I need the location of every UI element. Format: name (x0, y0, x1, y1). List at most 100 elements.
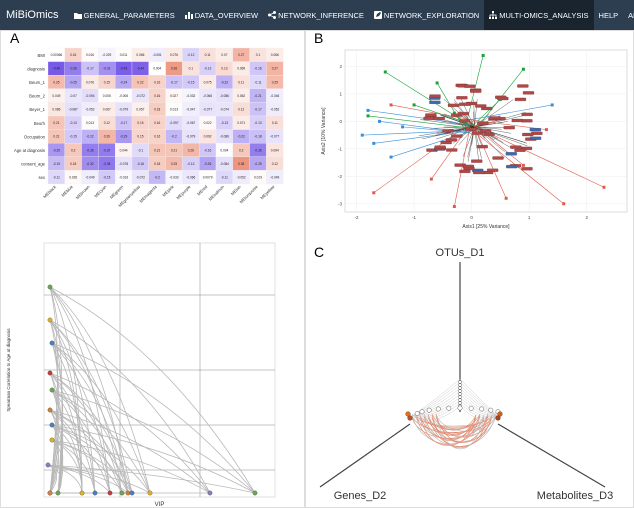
pca-point (602, 185, 606, 189)
vip-edge (47, 464, 256, 494)
heatmap-row-label: BMI (38, 53, 45, 58)
hive-label-metabolites: Metabolites_D3 (537, 490, 613, 502)
pca-x-tick-label: -2 (355, 215, 359, 220)
vip-edge (51, 424, 256, 494)
heatmap-cell-value: 0.16 (154, 80, 160, 84)
hive-edge (427, 413, 493, 448)
vip-node (147, 490, 153, 496)
pca-feature-label-box (423, 116, 435, 120)
heatmap-cell-value: -0.086 (220, 135, 229, 139)
heatmap-cell-value: 0.18 (70, 162, 76, 166)
heatmap-cell-value: -0.16 (204, 148, 211, 152)
hive-node (458, 401, 462, 405)
pca-link (367, 110, 470, 126)
pca-feature-label-box (445, 138, 458, 142)
tab-about[interactable]: ABOUT (623, 0, 634, 30)
pca-feature-label-box (522, 132, 534, 137)
heatmap-column-label: MEtan (230, 184, 243, 197)
pca-feature-label-box (471, 159, 483, 163)
heatmap-cell-value: -0.17 (86, 67, 93, 71)
heatmap-cell-value: 0.019 (254, 176, 262, 180)
tab-multi-omics-analysis[interactable]: MULTI-OMICS_ANALYSIS (484, 0, 594, 30)
tab-label: HELP (598, 10, 619, 20)
pca-point (372, 191, 376, 195)
pca-loading-arrow (430, 126, 475, 129)
heatmap-cell-value: 0.21 (171, 148, 177, 152)
heatmap-cell-value: 0.18 (154, 108, 160, 112)
pca-feature-label-box (521, 112, 533, 116)
vip-edge (51, 389, 111, 494)
hive-node (419, 409, 425, 415)
hive-node (458, 386, 462, 390)
heatmap-column-label: MEcyan (93, 184, 108, 199)
panel-b-letter: B (314, 30, 324, 46)
heatmap-cell-value: -0.15 (70, 135, 77, 139)
pca-point (389, 103, 393, 107)
heatmap-cell-value: -0.072 (136, 94, 145, 98)
pca-point (429, 177, 433, 181)
pca-feature-label-box (429, 94, 441, 98)
heatmap-cell (266, 170, 284, 185)
pca-y-tick-label: -1 (338, 146, 342, 151)
pca-point (521, 67, 525, 71)
pca-feature-label-box (434, 145, 446, 149)
heatmap-cell-value: 0.21 (53, 135, 59, 139)
heatmap-cell-value: -0.052 (237, 176, 246, 180)
pca-y-tick-label: 1 (339, 91, 342, 96)
heatmap-cell-value: 0.092 (204, 135, 212, 139)
pca-point (435, 81, 439, 85)
heatmap-cell-value: 0.066 (271, 53, 279, 57)
hive-node (405, 411, 411, 417)
pca-feature-label-box (457, 111, 469, 116)
vip-edge (49, 372, 58, 494)
heatmap-cell-value: -0.13 (70, 121, 77, 125)
heatmap-row-label: consent_age (21, 162, 46, 167)
vip-edge (49, 424, 59, 494)
vip-edge (47, 464, 83, 494)
tab-help[interactable]: HELP (594, 0, 624, 30)
heatmap-cell-value: 0.18 (154, 162, 160, 166)
heatmap-cell-value: 0.21 (154, 148, 160, 152)
heatmap-cell-value: -0.079 (119, 108, 128, 112)
vip-node (47, 370, 53, 376)
hive-node (407, 415, 413, 421)
pca-loading-arrow (474, 126, 502, 130)
pca-point (521, 163, 525, 167)
heatmap-cell-value: 0.022 (204, 121, 212, 125)
app-brand[interactable]: MiBiOmics (6, 9, 59, 21)
vip-edge (51, 389, 83, 494)
pca-point (378, 119, 382, 123)
tab-general-parameters[interactable]: GENERAL_PARAMETERS (69, 0, 180, 30)
pca-y-tick-label: 2 (339, 64, 342, 69)
heatmap-cell-value: -0.36 (254, 148, 261, 152)
heatmap-cell-value: -0.25 (254, 162, 261, 166)
heatmap-column-label: MEmagenta (138, 184, 158, 204)
heatmap-column-label: MEbrown (75, 184, 92, 201)
pca-feature-label-box (487, 168, 499, 172)
tab-data-overview[interactable]: DATA_OVERVIEW (180, 0, 263, 30)
heatmap-row-label: Occupation (24, 134, 46, 139)
heatmap-cell-value: 0.016 (86, 53, 94, 57)
hive-edge (419, 416, 477, 446)
heatmap-cell-value: -0.37 (103, 148, 110, 152)
heatmap-cell-value: -0.078 (119, 162, 128, 166)
vip-node (47, 317, 53, 323)
hive-edge (435, 413, 489, 443)
vip-x-axis-label: VIP (155, 502, 165, 508)
pca-point (366, 108, 370, 112)
hive-edge (419, 413, 481, 440)
pca-feature-label-box (456, 96, 468, 100)
sitemap-icon (489, 11, 498, 19)
hive-label-genes: Genes_D2 (334, 490, 387, 502)
heatmap-cell-value: -0.46 (53, 67, 60, 71)
pca-loading-arrow (474, 121, 508, 128)
tab-network-exploration[interactable]: NETWORK_EXPLORATION (369, 0, 484, 30)
pca-feature-label-box (506, 164, 518, 169)
pca-x-tick-label: 0 (470, 215, 473, 220)
pca-y-tick-label: -3 (338, 201, 342, 206)
hive-node (497, 411, 503, 417)
vip-edge (51, 424, 111, 494)
tab-network-inference[interactable]: NETWORK_INFERENCE (263, 0, 369, 30)
pca-x-tick-label: 1 (528, 215, 531, 220)
bar-chart-icon (184, 12, 193, 19)
